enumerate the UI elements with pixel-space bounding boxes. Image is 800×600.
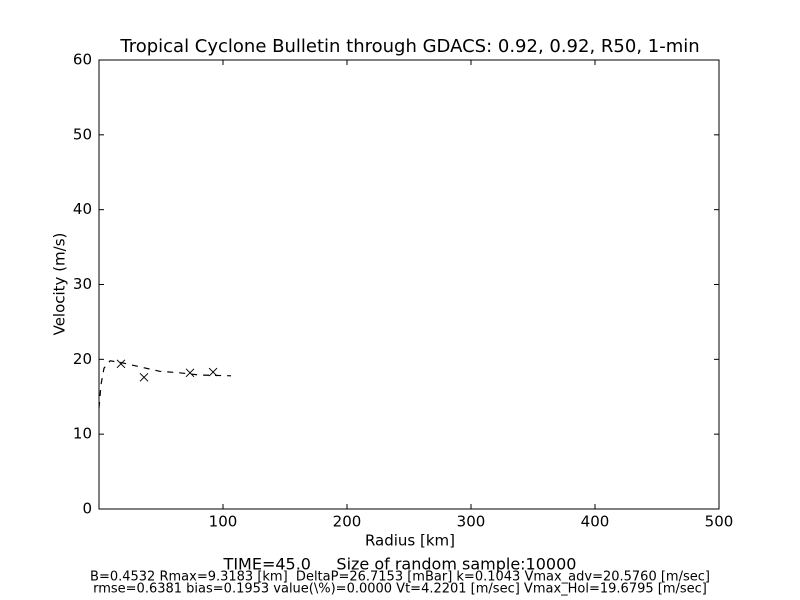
y-tick-label: 30 (73, 275, 92, 293)
y-tick-label: 0 (82, 500, 92, 518)
y-tick-label: 20 (73, 350, 92, 368)
y-tick-label: 50 (73, 125, 92, 143)
scatter-marker (208, 367, 218, 377)
scatter-marker (116, 359, 126, 369)
x-tick-label: 500 (705, 513, 734, 531)
x-tick-label: 200 (333, 513, 362, 531)
y-tick-label: 10 (73, 425, 92, 443)
footer-note: B=0.4532 Rmax=9.3183 [km] DeltaP=26.7153… (90, 570, 710, 585)
x-tick-label: 100 (209, 513, 238, 531)
y-axis-label: Velocity (m/s) (51, 233, 69, 336)
footer-note: rmse=0.6381 bias=0.1953 value(\%)=0.0000… (93, 582, 707, 597)
x-tick-label: 300 (457, 513, 486, 531)
x-tick-label: 400 (581, 513, 610, 531)
scatter-marker (185, 368, 195, 378)
y-tick-label: 40 (73, 200, 92, 218)
y-tick-label: 60 (73, 51, 92, 69)
scatter-marker (139, 372, 149, 382)
chart-title: Tropical Cyclone Bulletin through GDACS:… (119, 36, 699, 57)
footer-note: TIME=45.0 Size of random sample:10000 (223, 555, 577, 574)
x-axis-label: Radius [km] (365, 532, 455, 550)
